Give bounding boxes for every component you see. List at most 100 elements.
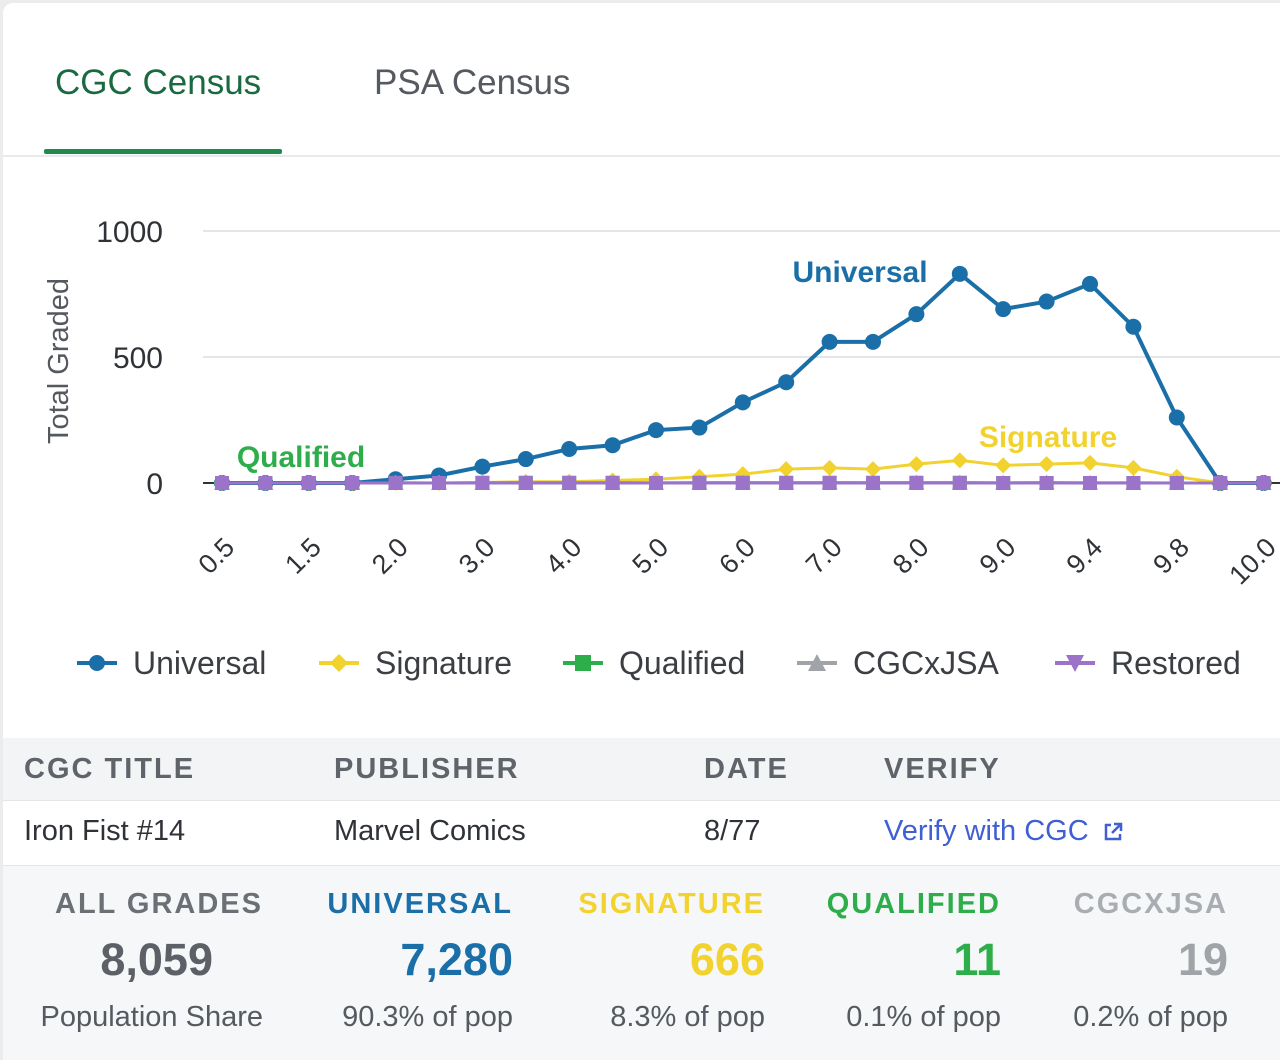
data-point-universal (995, 301, 1012, 318)
x-tick-label: 9.0 (974, 532, 1022, 580)
stat-subtext: Population Share (40, 1001, 264, 1033)
stat-universal: UNIVERSAL 7,280 90.3% of pop (263, 866, 513, 1056)
active-tab-indicator (44, 149, 282, 154)
data-point-restored (952, 476, 967, 490)
stat-value: 7,280 (400, 934, 513, 985)
data-point-restored (1213, 476, 1228, 490)
data-point-restored (1256, 476, 1271, 490)
data-point-universal (604, 437, 621, 454)
legend-item-universal[interactable]: Universal (75, 638, 266, 688)
stat-subtext: 0.1% of pop (846, 1001, 1001, 1033)
data-point-universal (951, 265, 968, 282)
annotation-universal: Universal (792, 256, 927, 289)
header-verify: VERIFY (884, 753, 1001, 785)
y-tick-label: 500 (113, 342, 163, 375)
data-point-restored (1126, 476, 1141, 490)
chart-legend: Universal Signature Qualified CGCxJSA (3, 638, 1280, 688)
data-point-universal (648, 422, 664, 439)
data-point-universal (517, 451, 534, 468)
data-point-signature (821, 459, 838, 476)
stat-subtext: 0.2% of pop (1073, 1001, 1228, 1033)
legend-label-signature: Signature (375, 644, 512, 681)
x-tick-label: 3.0 (453, 532, 501, 580)
data-point-restored (301, 476, 316, 490)
header-publisher: PUBLISHER (334, 753, 520, 785)
data-point-restored (518, 476, 533, 490)
data-point-restored (649, 476, 663, 490)
x-tick-label: 1.5 (279, 532, 327, 580)
stat-label: SIGNATURE (578, 888, 765, 920)
legend-item-cgcxjsa[interactable]: CGCxJSA (795, 638, 999, 688)
y-tick-label: 1000 (96, 216, 163, 249)
square-marker-icon (563, 655, 603, 671)
data-point-restored (692, 476, 707, 490)
x-tick-label: 9.4 (1060, 532, 1108, 580)
data-point-restored (866, 476, 880, 490)
stat-value: 8,059 (100, 934, 213, 985)
stat-label: UNIVERSAL (327, 888, 513, 920)
data-point-restored (779, 476, 794, 490)
table-header: CGC TITLE PUBLISHER DATE VERIFY (3, 738, 1280, 801)
data-point-signature (951, 452, 968, 469)
data-point-signature (908, 456, 925, 473)
data-point-universal (734, 394, 751, 411)
data-point-restored (1083, 476, 1097, 490)
stat-cgcxjsa: CGCXJSA 19 0.2% of pop (978, 866, 1228, 1056)
data-point-restored (388, 476, 403, 490)
census-chart: 0 500 1000 Total Graded 0.5 1.5 2.0 3.0 4.0 5.0 6.… (43, 216, 1280, 590)
data-point-restored (605, 476, 620, 490)
triangle-marker-icon (797, 654, 837, 671)
x-tick-label: 2.0 (366, 532, 414, 580)
stat-label: QUALIFIED (826, 888, 1001, 920)
legend-item-restored[interactable]: Restored (1053, 638, 1241, 688)
cell-date: 8/77 (704, 815, 761, 847)
legend-label-universal: Universal (133, 644, 267, 681)
y-axis-label: Total Graded (43, 278, 75, 444)
data-point-restored (735, 476, 750, 490)
cell-publisher: Marvel Comics (334, 815, 526, 847)
data-point-restored (475, 476, 490, 490)
x-tick-label: 7.0 (800, 532, 848, 580)
data-point-universal (865, 333, 881, 350)
legend-item-signature[interactable]: Signature (317, 638, 512, 688)
data-point-signature (1082, 454, 1098, 471)
data-point-universal (778, 374, 795, 391)
x-tick-label: 9.8 (1147, 532, 1195, 580)
legend-label-qualified: Qualified (619, 644, 746, 681)
data-point-signature (865, 461, 881, 478)
annotation-qualified: Qualified (237, 441, 365, 474)
data-point-universal (1125, 318, 1142, 335)
data-point-restored (996, 476, 1011, 490)
stat-signature: SIGNATURE 666 8.3% of pop (515, 866, 765, 1056)
data-point-universal (561, 440, 578, 457)
data-point-restored (1039, 476, 1054, 490)
data-point-signature (1125, 459, 1142, 476)
verify-with-cgc-link[interactable]: Verify with CGC (884, 815, 1125, 848)
x-tick-label: 6.0 (713, 532, 761, 580)
data-point-signature (778, 461, 795, 478)
data-point-universal (691, 419, 708, 436)
x-tick-label: 4.0 (540, 532, 588, 580)
data-point-signature (1038, 456, 1055, 473)
diamond-marker-icon (319, 654, 359, 672)
data-point-universal (821, 333, 838, 350)
stat-value: 666 (689, 934, 765, 985)
data-point-restored (258, 476, 273, 490)
legend-label-restored: Restored (1111, 644, 1241, 681)
legend-item-qualified[interactable]: Qualified (561, 638, 745, 688)
tab-psa-census[interactable]: PSA Census (374, 63, 571, 102)
circle-marker-icon (77, 655, 117, 671)
stat-all-grades: ALL GRADES 8,059 Population Share (13, 866, 264, 1056)
table-row: Iron Fist #14 Marvel Comics 8/77 Verify … (3, 801, 1280, 866)
stat-value: 19 (1177, 934, 1228, 985)
legend-label-cgcxjsa: CGCxJSA (853, 644, 999, 681)
data-point-restored (215, 476, 229, 490)
stat-label: ALL GRADES (55, 888, 263, 920)
data-point-restored (909, 476, 924, 490)
stat-subtext: 90.3% of pop (342, 1001, 513, 1033)
data-point-restored (1169, 476, 1184, 490)
stat-label: CGCXJSA (1073, 888, 1228, 920)
tab-cgc-census[interactable]: CGC Census (55, 63, 262, 102)
data-point-universal (1168, 409, 1185, 426)
cell-title: Iron Fist #14 (24, 815, 186, 847)
